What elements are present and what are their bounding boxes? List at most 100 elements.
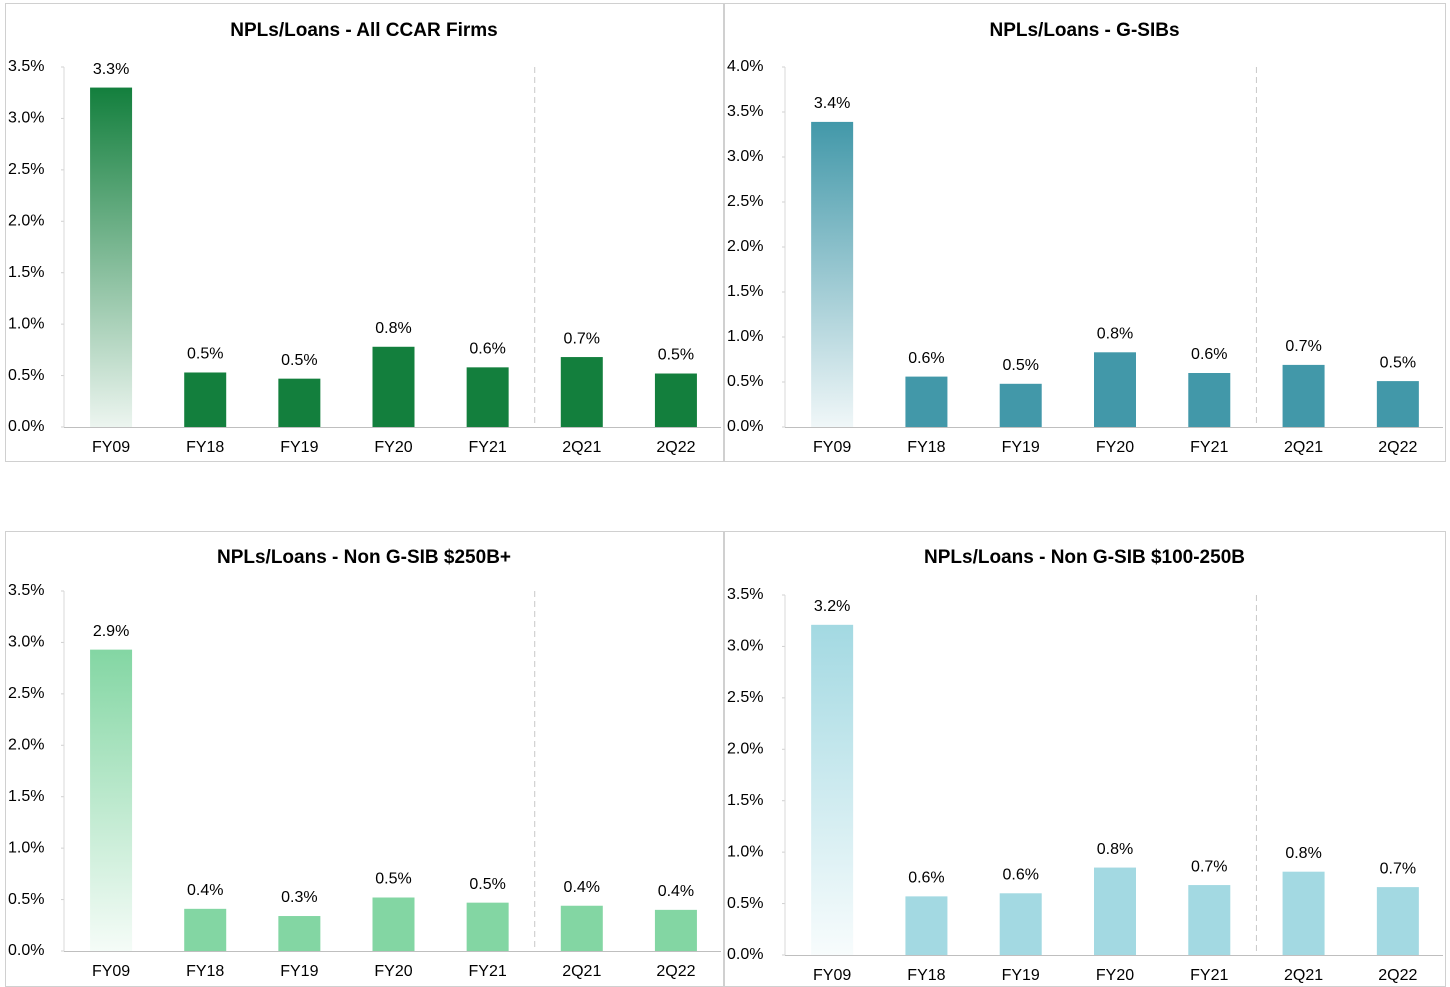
x-tick-label: 2Q21 <box>562 439 601 456</box>
bar <box>1376 381 1419 427</box>
bar <box>90 87 133 428</box>
y-tick-label: 2.5% <box>8 685 44 702</box>
y-tick-label: 1.5% <box>8 264 44 281</box>
x-tick-label: 2Q21 <box>562 963 601 980</box>
y-tick-label: 0.0% <box>8 942 44 959</box>
data-label: 0.5% <box>1002 357 1038 374</box>
data-label: 0.4% <box>658 883 694 900</box>
data-label: 0.8% <box>1097 326 1133 343</box>
chart-title: NPLs/Loans - Non G-SIB $250B+ <box>217 547 511 568</box>
data-label: 0.8% <box>375 320 411 337</box>
y-tick-label: 0.5% <box>8 891 44 908</box>
bar <box>1376 887 1419 955</box>
data-label: 0.7% <box>564 330 600 347</box>
x-tick-label: FY21 <box>1190 967 1228 984</box>
x-tick-label: FY19 <box>1002 439 1040 456</box>
bar <box>1188 885 1231 955</box>
y-tick-label: 3.5% <box>727 586 763 603</box>
x-tick-label: FY20 <box>374 439 412 456</box>
x-tick-label: 2Q22 <box>1378 967 1417 984</box>
y-tick-label: 3.5% <box>8 58 44 75</box>
x-tick-label: FY19 <box>1002 967 1040 984</box>
y-tick-label: 0.5% <box>727 895 763 912</box>
y-tick-label: 3.0% <box>727 148 763 165</box>
data-label: 0.4% <box>187 882 223 899</box>
y-tick-label: 1.5% <box>8 788 44 805</box>
data-label: 0.5% <box>281 352 317 369</box>
data-label: 0.6% <box>908 870 944 887</box>
bar <box>811 624 854 955</box>
bar <box>999 383 1042 427</box>
y-tick-label: 2.0% <box>727 238 763 255</box>
x-tick-label: FY19 <box>280 963 318 980</box>
bar <box>1282 871 1325 955</box>
bar <box>654 373 697 427</box>
data-label: 0.8% <box>1285 845 1321 862</box>
x-tick-label: FY21 <box>1190 439 1228 456</box>
y-tick-label: 2.5% <box>727 689 763 706</box>
x-tick-label: 2Q21 <box>1284 967 1323 984</box>
y-tick-label: 4.0% <box>727 58 763 75</box>
data-label: 0.4% <box>564 879 600 896</box>
bar <box>1282 364 1325 427</box>
x-tick-label: FY20 <box>374 963 412 980</box>
data-label: 0.6% <box>469 341 505 358</box>
bar <box>811 121 854 428</box>
y-tick-label: 1.5% <box>727 792 763 809</box>
x-tick-label: FY18 <box>186 963 224 980</box>
data-label: 0.3% <box>281 889 317 906</box>
bar <box>1188 373 1231 427</box>
bar <box>184 908 227 951</box>
bar <box>372 897 415 951</box>
x-tick-label: FY21 <box>469 963 507 980</box>
y-tick-label: 3.5% <box>727 103 763 120</box>
x-tick-label: 2Q21 <box>1284 439 1323 456</box>
y-tick-label: 2.5% <box>8 161 44 178</box>
x-tick-label: FY18 <box>907 967 945 984</box>
bar <box>278 916 321 951</box>
bar <box>999 893 1042 955</box>
data-label: 0.5% <box>469 876 505 893</box>
data-label: 0.7% <box>1380 860 1416 877</box>
y-tick-label: 0.5% <box>8 367 44 384</box>
bar <box>560 357 603 427</box>
y-tick-label: 1.0% <box>8 839 44 856</box>
y-tick-label: 0.0% <box>8 418 44 435</box>
bar <box>90 649 133 951</box>
bar <box>654 909 697 951</box>
x-tick-label: FY21 <box>469 439 507 456</box>
data-label: 0.5% <box>375 871 411 888</box>
data-label: 0.5% <box>1380 354 1416 371</box>
data-label: 3.3% <box>93 61 129 78</box>
bar <box>905 896 948 955</box>
bar <box>278 378 321 427</box>
x-tick-label: FY20 <box>1096 967 1134 984</box>
x-tick-label: FY18 <box>186 439 224 456</box>
x-tick-label: FY09 <box>813 967 851 984</box>
x-tick-label: FY09 <box>92 439 130 456</box>
bar <box>466 902 509 951</box>
y-tick-label: 2.0% <box>727 741 763 758</box>
bar <box>905 376 948 427</box>
chart-title: NPLs/Loans - All CCAR Firms <box>230 20 497 41</box>
y-tick-label: 0.0% <box>727 946 763 963</box>
bar <box>560 905 603 951</box>
y-tick-label: 1.5% <box>727 283 763 300</box>
chart-title: NPLs/Loans - Non G-SIB $100-250B <box>924 547 1245 568</box>
bar <box>466 367 509 427</box>
y-tick-label: 2.0% <box>8 213 44 230</box>
x-tick-label: FY18 <box>907 439 945 456</box>
y-tick-label: 1.0% <box>727 328 763 345</box>
data-label: 0.6% <box>1191 346 1227 363</box>
data-label: 0.6% <box>1002 867 1038 884</box>
bar <box>1094 352 1136 427</box>
x-tick-label: 2Q22 <box>656 963 695 980</box>
data-label: 0.8% <box>1097 841 1133 858</box>
x-tick-label: FY09 <box>813 439 851 456</box>
y-tick-label: 3.5% <box>8 582 44 599</box>
y-tick-label: 3.0% <box>8 634 44 651</box>
y-tick-label: 2.5% <box>727 193 763 210</box>
y-tick-label: 1.0% <box>8 315 44 332</box>
data-label: 3.2% <box>814 598 850 615</box>
